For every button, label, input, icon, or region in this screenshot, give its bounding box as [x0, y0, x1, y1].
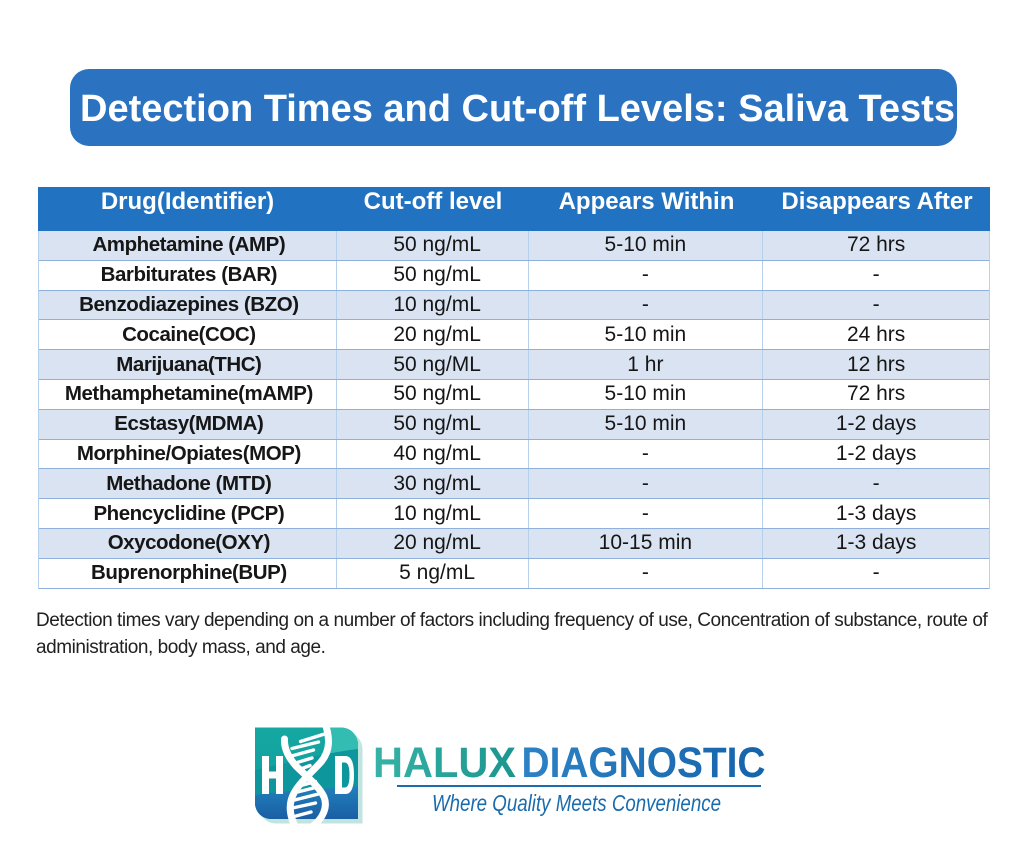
- svg-text:DIAGNOSTIC: DIAGNOSTIC: [522, 740, 766, 787]
- svg-text:Where Quality Meets Convenienc: Where Quality Meets Convenience: [432, 790, 721, 816]
- svg-text:HALUX: HALUX: [373, 740, 516, 787]
